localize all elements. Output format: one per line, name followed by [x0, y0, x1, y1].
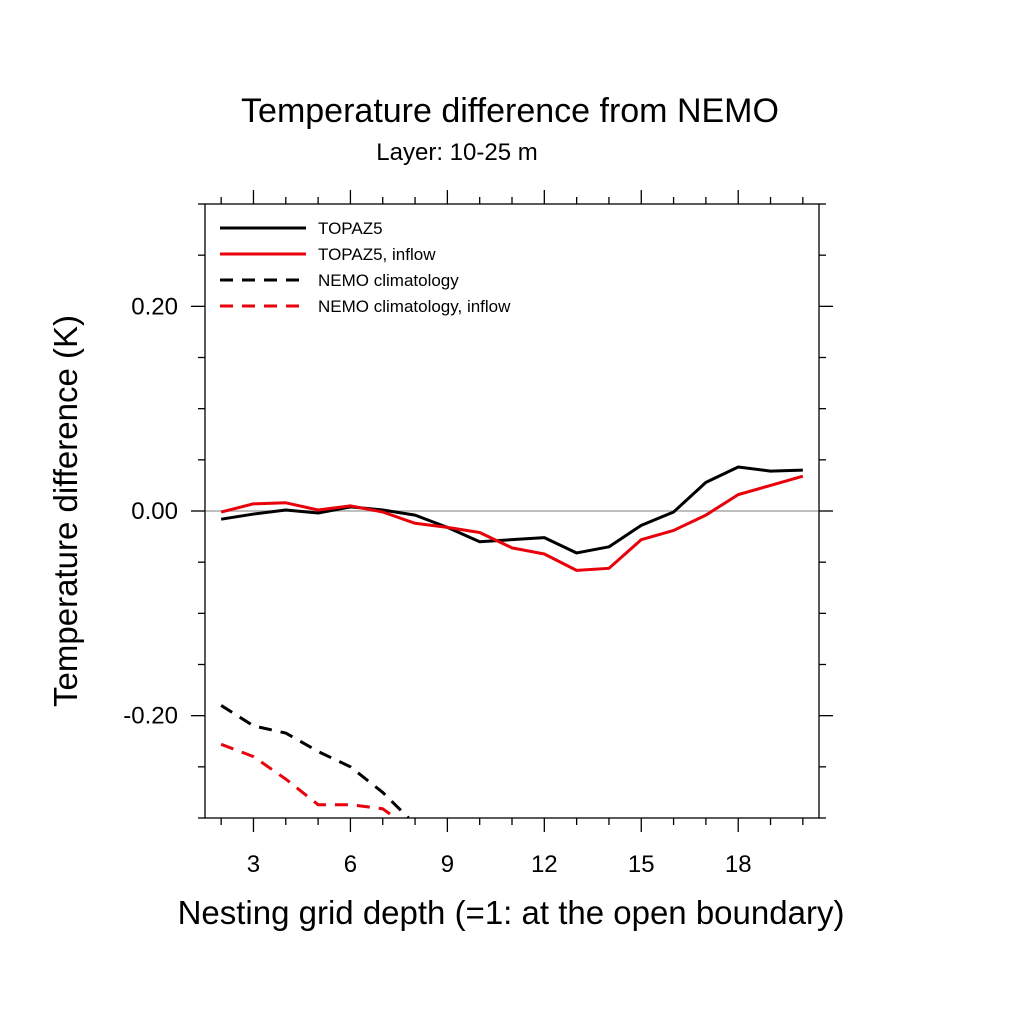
y-tick-label: 0.20 [131, 293, 178, 320]
legend-label: NEMO climatology, inflow [318, 297, 511, 316]
series-line-2 [220, 704, 410, 818]
legend-label: TOPAZ5 [318, 219, 383, 238]
x-tick-label: 15 [628, 851, 655, 878]
y-axis-label: Temperature difference (K) [47, 315, 84, 707]
y-tick-label: 0.00 [131, 498, 178, 525]
chart-subtitle: Layer: 10-25 m [376, 139, 537, 166]
x-axis-label: Nesting grid depth (=1: at the open boun… [178, 894, 845, 931]
plot-area: 3 6 9 12 15 18 -0.20 0.00 0.20 TOPAZ5 TOPAZ5, infl… [123, 190, 833, 878]
legend-label: NEMO climatology [318, 271, 459, 290]
x-tick-label: 9 [441, 851, 454, 878]
chart-title: Temperature difference from NEMO [241, 92, 779, 130]
legend-label: TOPAZ5, inflow [318, 245, 436, 264]
series-line-1 [220, 474, 804, 572]
x-tick-label: 18 [725, 851, 752, 878]
series-line-0 [220, 465, 803, 555]
x-tick-label: 6 [344, 851, 357, 878]
x-tick-label: 12 [531, 851, 558, 878]
series-line-3 [220, 742, 397, 818]
x-tick-label: 3 [247, 851, 260, 878]
y-tick-label: -0.20 [123, 703, 178, 730]
